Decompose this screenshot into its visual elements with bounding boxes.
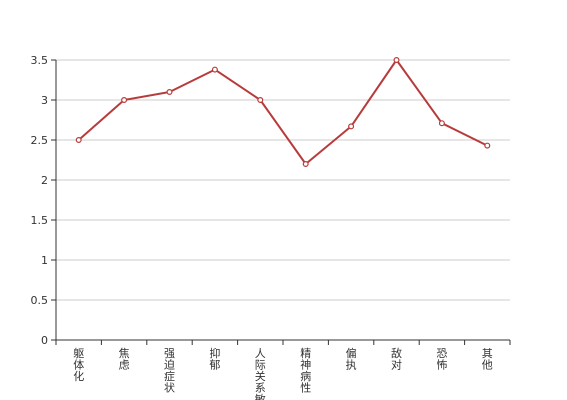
series-line [78, 59, 488, 165]
data-point [393, 56, 400, 63]
data-point [438, 120, 445, 127]
x-tick-label: 焦虑 [119, 347, 130, 372]
grid-lines [56, 59, 510, 301]
x-tick-label: 精神病性 [300, 347, 311, 395]
y-tick-label: 0.5 [31, 294, 49, 307]
x-tick-label: 躯体化 [73, 347, 84, 383]
y-tick-label: 1.5 [31, 214, 49, 227]
data-point [121, 96, 128, 103]
data-point [75, 137, 82, 144]
series [75, 56, 491, 168]
y-tick-label: 2 [41, 174, 48, 187]
x-tick-label: 敌对 [391, 346, 402, 372]
y-tick-label: 2.5 [31, 134, 49, 147]
y-axis-ticks: 0 0.5 1 1.5 2 2.5 3 3.5 [31, 54, 56, 347]
data-point [257, 96, 264, 103]
y-tick-label: 3.5 [31, 54, 49, 67]
y-tick-label: 3 [41, 94, 48, 107]
data-point [166, 88, 173, 95]
data-point [211, 66, 218, 73]
x-tick-label: 其他 [482, 347, 493, 372]
x-axis-ticks: 躯体化 焦虑 强迫症状 抑郁 人际关系敏感 精神病性 偏执 敌对 恐怖 其他 [55, 340, 511, 400]
y-tick-label: 1 [41, 254, 48, 267]
x-tick-label: 强迫症状 [164, 347, 175, 395]
data-point [348, 123, 355, 130]
data-point [484, 142, 491, 149]
x-tick-label: 抑郁 [209, 346, 220, 372]
y-tick-label: 0 [41, 334, 48, 347]
data-point [302, 161, 309, 168]
x-tick-label: 恐怖 [436, 347, 447, 372]
x-tick-label: 人际关系敏感 [255, 347, 266, 400]
x-tick-label: 偏执 [346, 346, 357, 372]
